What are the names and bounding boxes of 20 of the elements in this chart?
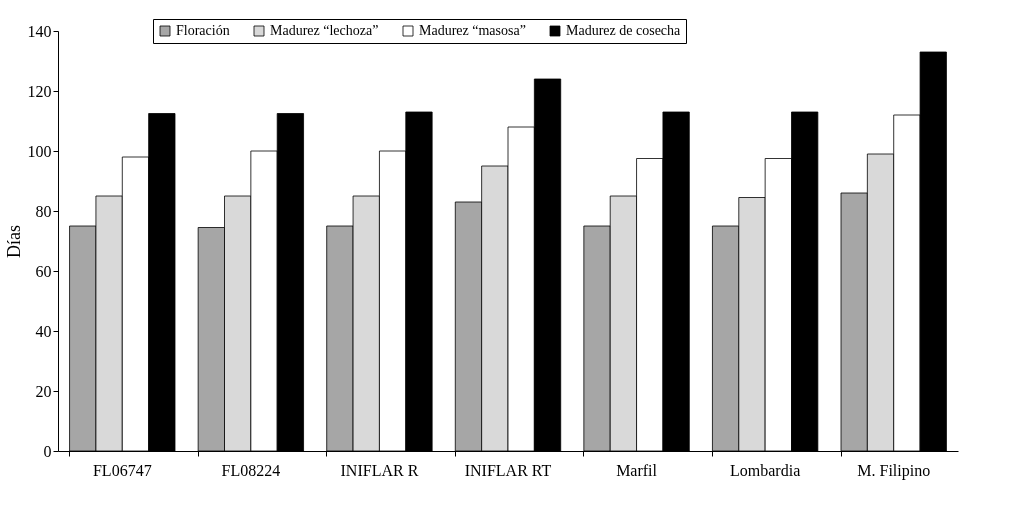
x-tick-label: Marfil <box>616 461 658 479</box>
x-tick-label: FL08224 <box>221 461 281 479</box>
y-tick-label: 60 <box>35 262 52 280</box>
x-tick-label: INIFLAR RT <box>464 461 552 479</box>
y-tick-label: 140 <box>27 22 52 40</box>
x-tick-label: FL06747 <box>92 461 152 479</box>
legend-label: Madurez “masosa” <box>419 23 526 38</box>
y-tick-label: 100 <box>27 142 52 160</box>
y-tick-label: 0 <box>43 442 52 460</box>
legend-label: Madurez de cosecha <box>566 23 682 38</box>
y-axis-title: Días <box>3 225 24 258</box>
x-tick-label: Lombardia <box>730 461 801 479</box>
y-tick-label: 40 <box>35 322 52 340</box>
y-tick-label: 120 <box>27 82 52 100</box>
y-tick-label: 20 <box>35 382 52 400</box>
x-tick-label: INIFLAR R <box>340 461 419 479</box>
legend-label: Madurez “lechoza” <box>270 23 379 38</box>
x-tick-label: M. Filipino <box>857 461 931 480</box>
y-tick-label: 80 <box>35 202 52 220</box>
legend-label: Floración <box>176 23 230 38</box>
